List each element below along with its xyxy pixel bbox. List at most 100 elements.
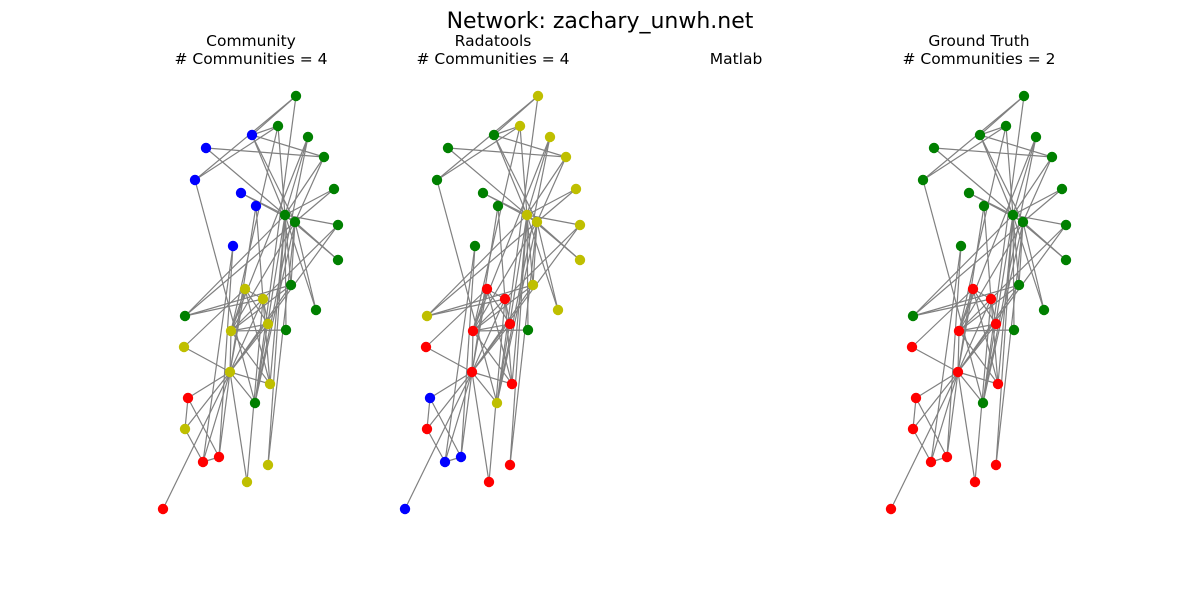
graph-edge <box>471 224 581 373</box>
graph-edge <box>912 221 1024 317</box>
graph-node <box>328 183 340 195</box>
graph-node <box>974 129 986 141</box>
graph-edge <box>982 95 1025 404</box>
graph-node <box>421 310 433 322</box>
graph-node <box>197 456 209 468</box>
network-graph-0 <box>157 90 344 515</box>
graph-edge <box>972 288 999 385</box>
graph-node <box>910 392 922 404</box>
graph-node <box>925 456 937 468</box>
graph-node <box>302 131 314 143</box>
graph-node <box>955 240 967 252</box>
graph-node <box>178 341 190 353</box>
graph-edge <box>1012 188 1063 216</box>
graph-node <box>978 200 990 212</box>
graph-edge <box>496 95 539 404</box>
graph-node <box>179 310 191 322</box>
graph-node <box>906 341 918 353</box>
graph-edge <box>471 371 490 483</box>
graph-node <box>977 397 989 409</box>
graph-edge <box>472 323 511 332</box>
graph-edge <box>184 371 231 430</box>
graph-node <box>1056 183 1068 195</box>
graph-node <box>241 476 253 488</box>
graph-edge <box>509 221 538 466</box>
graph-edge <box>1022 188 1063 223</box>
graph-edge <box>184 428 204 463</box>
graph-node <box>481 283 493 295</box>
graph-node <box>469 240 481 252</box>
graph-node <box>504 318 516 330</box>
graph-edge <box>294 221 317 311</box>
graph-node <box>179 423 191 435</box>
graph-edge <box>496 221 538 404</box>
graph-edge <box>1012 136 1037 216</box>
graph-node <box>1000 120 1012 132</box>
graph-edge <box>526 214 534 286</box>
graph-node <box>264 378 276 390</box>
graph-node <box>455 451 467 463</box>
graph-edge <box>184 214 286 317</box>
graph-node <box>332 219 344 231</box>
graph-edge <box>972 288 997 325</box>
graph-edge <box>957 371 984 404</box>
graph-edge <box>218 371 231 458</box>
graph-node <box>1038 304 1050 316</box>
graph-node <box>952 366 964 378</box>
graph-node <box>907 310 919 322</box>
graph-edge <box>526 188 577 216</box>
graph-node <box>420 341 432 353</box>
graph-node <box>289 216 301 228</box>
graph-edge <box>460 245 476 458</box>
graph-edge <box>1012 214 1067 226</box>
graph-node <box>285 279 297 291</box>
figure-title: Network: zachary_unwh.net <box>446 9 754 34</box>
graph-edge <box>933 147 1014 216</box>
graph-edge <box>202 245 234 463</box>
graph-node <box>250 200 262 212</box>
graph-edge <box>447 147 528 216</box>
graph-edge <box>982 214 1014 404</box>
panel-title-label: Radatools <box>454 32 532 50</box>
graph-node <box>467 325 479 337</box>
graph-node <box>527 279 539 291</box>
graph-node <box>531 216 543 228</box>
graph-edge <box>284 214 292 286</box>
graph-edge <box>488 298 506 483</box>
graph-node <box>235 187 247 199</box>
graph-edge <box>294 188 335 223</box>
graph-edge <box>472 298 506 332</box>
graph-edge <box>482 192 528 216</box>
graph-node <box>499 293 511 305</box>
graph-node <box>1017 216 1029 228</box>
graph-node <box>272 120 284 132</box>
graph-edge <box>229 371 271 385</box>
graph-edge <box>284 136 309 216</box>
graph-edge <box>995 214 1014 466</box>
graph-node <box>157 503 169 515</box>
graph-node <box>466 366 478 378</box>
panel-title-matlab: Matlab <box>616 50 856 68</box>
graph-node <box>483 476 495 488</box>
graph-node <box>477 187 489 199</box>
graph-node <box>990 459 1002 471</box>
graph-edge <box>958 125 1007 332</box>
panel-title-radatools: Radatools # Communities = 4 <box>373 32 613 68</box>
graph-edge <box>436 179 498 404</box>
graph-edge <box>425 288 488 348</box>
graph-node <box>257 293 269 305</box>
graph-edge <box>436 125 521 181</box>
graph-edge <box>922 95 1025 181</box>
graph-edge <box>229 330 232 373</box>
graph-node <box>1060 219 1072 231</box>
graph-node <box>421 423 433 435</box>
graph-edge <box>429 397 462 458</box>
graph-edge <box>262 298 271 385</box>
graph-node <box>522 324 534 336</box>
graph-node <box>560 151 572 163</box>
graph-edge <box>982 221 1024 404</box>
graph-node <box>246 129 258 141</box>
graph-node <box>1060 254 1072 266</box>
graph-node <box>885 503 897 515</box>
graph-node <box>1013 279 1025 291</box>
